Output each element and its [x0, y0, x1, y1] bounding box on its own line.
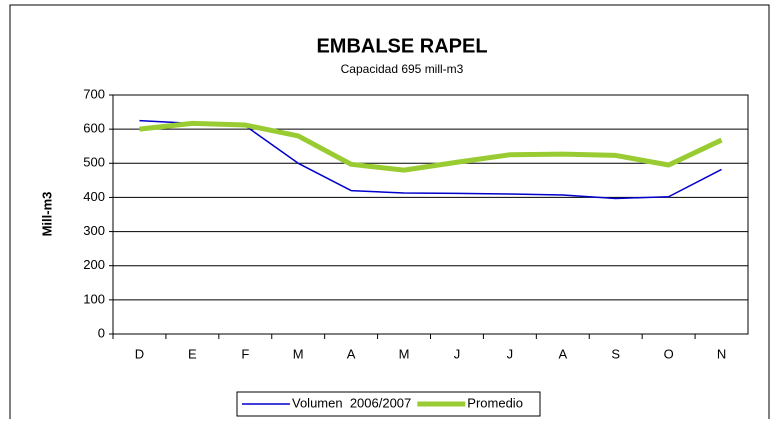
- x-tick-label: O: [664, 346, 674, 361]
- y-tick-label: 0: [98, 325, 105, 340]
- y-axis-label: Mill-m3: [39, 192, 54, 237]
- series-line: [139, 120, 723, 173]
- x-tick-label: F: [241, 346, 249, 361]
- x-tick-label: M: [399, 346, 410, 361]
- y-tick-label: 700: [83, 86, 105, 101]
- y-tick-label: 500: [83, 155, 105, 170]
- x-tick-label: J: [507, 346, 514, 361]
- y-tick-label: 200: [83, 257, 105, 272]
- y-tick-label: 100: [83, 291, 105, 306]
- chart-title: EMBALSE RAPEL: [316, 35, 487, 57]
- x-tick-label: D: [135, 346, 144, 361]
- x-tick-label: A: [347, 346, 356, 361]
- x-tick-label: M: [293, 346, 304, 361]
- plot-area: [112, 94, 749, 335]
- x-tick-label: S: [611, 346, 620, 361]
- legend-label: Promedio: [467, 395, 523, 410]
- y-tick-label: 300: [83, 223, 105, 238]
- x-tick-label: N: [717, 346, 726, 361]
- y-tick-label: 600: [83, 121, 105, 136]
- chart-subtitle: Capacidad 695 mill-m3: [341, 62, 464, 76]
- x-tick-label: A: [558, 346, 567, 361]
- x-tick-label: E: [188, 346, 197, 361]
- x-tick-label: J: [454, 346, 461, 361]
- legend-label: Volumen 2006/2007: [292, 395, 411, 410]
- y-tick-label: 400: [83, 189, 105, 204]
